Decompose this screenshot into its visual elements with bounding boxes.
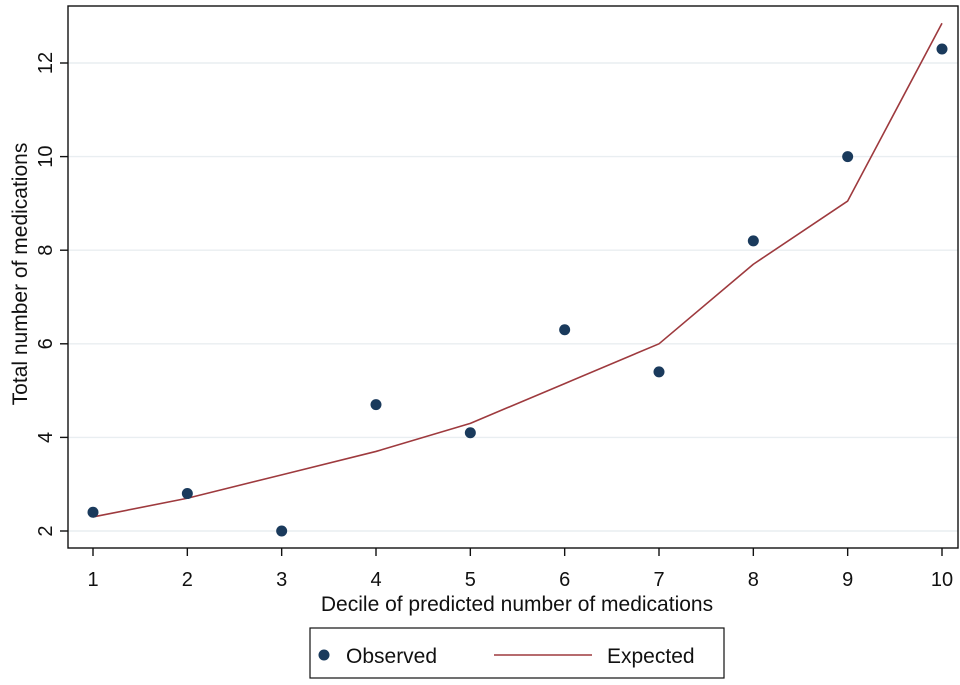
expected-line	[92, 22, 943, 518]
observed-point	[87, 506, 99, 518]
observed-point	[276, 525, 288, 537]
legend-observed-marker	[318, 649, 330, 661]
x-tick-label: 9	[842, 569, 853, 591]
plot-frame	[67, 5, 959, 549]
x-tick-label: 2	[182, 569, 193, 591]
x-tick-label: 6	[559, 569, 570, 591]
x-tick-label: 10	[931, 569, 953, 591]
legend-expected-label: Expected	[607, 645, 695, 668]
plot-series	[87, 22, 948, 537]
x-tick-label: 3	[276, 569, 287, 591]
legend: Observed Expected	[309, 627, 725, 679]
y-tick-label: 2	[35, 525, 57, 536]
x-tick-label: 8	[748, 569, 759, 591]
observed-point	[842, 151, 854, 163]
y-axis-title: Total number of medications	[9, 143, 32, 406]
grid	[68, 62, 958, 532]
y-tick-label: 6	[35, 338, 57, 349]
x-axis-title: Decile of predicted number of medication…	[321, 593, 713, 616]
observed-point	[370, 399, 382, 411]
observed-point	[653, 366, 665, 378]
x-tick-label: 5	[465, 569, 476, 591]
x-tick-label: 1	[87, 569, 98, 591]
y-tick-label: 4	[35, 432, 57, 443]
y-tick-label: 12	[35, 52, 57, 74]
y-tick-label: 8	[35, 245, 57, 256]
observed-point	[936, 43, 948, 55]
legend-box	[309, 627, 725, 679]
x-tick-label: 7	[653, 569, 664, 591]
observed-point	[559, 324, 571, 336]
legend-observed-label: Observed	[346, 645, 437, 668]
observed-point	[747, 235, 759, 247]
x-tick-label: 4	[370, 569, 381, 591]
observed-point	[464, 427, 476, 439]
y-tick-label: 10	[35, 145, 57, 167]
observed-point	[181, 488, 193, 500]
